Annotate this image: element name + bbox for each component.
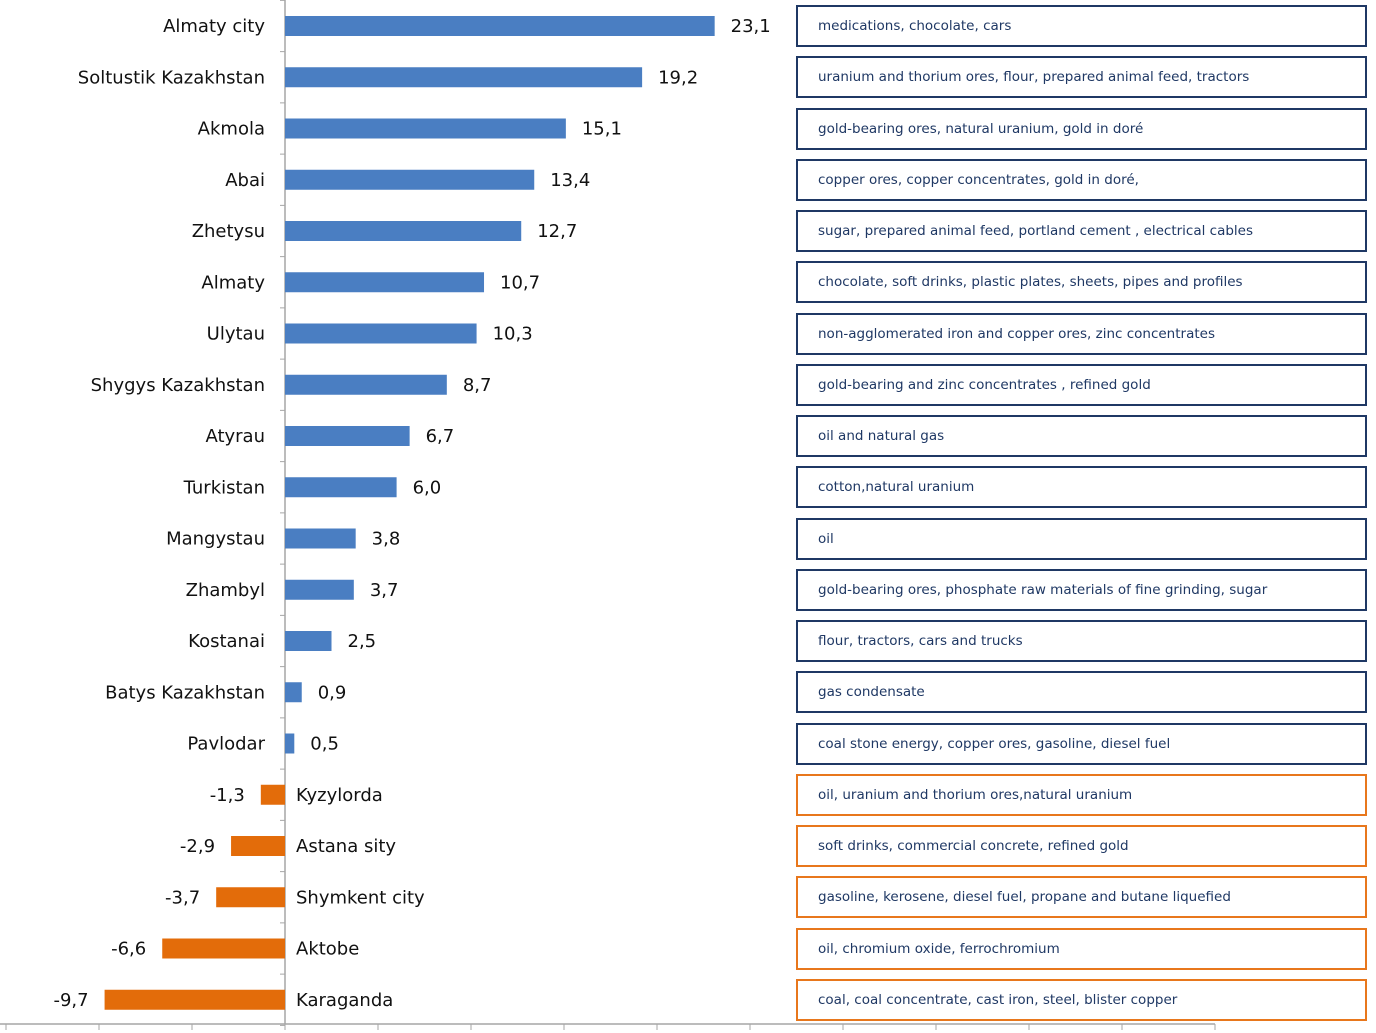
value-label-1: 19,2 (658, 67, 698, 88)
region-label-16: Astana sity (296, 836, 396, 857)
region-label-2: Akmola (198, 119, 265, 140)
region-label-3: Abai (225, 170, 265, 191)
region-label-18: Aktobe (296, 939, 359, 960)
bar-2 (285, 118, 566, 139)
bar-18 (162, 938, 285, 959)
value-label-14: 0,5 (310, 734, 339, 755)
bar-0 (285, 16, 715, 36)
region-label-4: Zhetysu (192, 221, 265, 242)
bar-19 (104, 989, 285, 1010)
bar-3 (285, 169, 535, 190)
bar-6 (285, 323, 477, 344)
region-label-8: Atyrau (205, 426, 265, 447)
region-label-12: Kostanai (188, 631, 265, 652)
region-label-19: Karaganda (296, 990, 393, 1011)
bar-9 (285, 477, 397, 498)
bar-7 (285, 374, 447, 395)
region-label-0: Almaty city (163, 16, 265, 37)
bar-4 (285, 221, 522, 241)
region-label-1: Soltustik Kazakhstan (78, 67, 265, 88)
value-label-10: 3,8 (372, 529, 401, 550)
value-label-18: -6,6 (111, 939, 146, 960)
value-label-17: -3,7 (165, 887, 200, 908)
value-label-0: 23,1 (731, 16, 771, 37)
value-label-15: -1,3 (210, 785, 245, 806)
region-label-11: Zhambyl (186, 580, 265, 601)
bar-13 (285, 682, 302, 703)
region-label-10: Mangystau (166, 529, 265, 550)
bar-8 (285, 426, 410, 446)
region-label-5: Almaty (201, 272, 265, 293)
value-label-2: 15,1 (582, 119, 622, 140)
value-label-4: 12,7 (537, 221, 577, 242)
bar-15 (260, 784, 285, 805)
bar-10 (285, 528, 356, 549)
value-label-19: -9,7 (53, 990, 88, 1011)
region-label-9: Turkistan (183, 477, 265, 498)
value-label-9: 6,0 (413, 477, 442, 498)
value-label-16: -2,9 (180, 836, 215, 857)
value-label-8: 6,7 (426, 426, 455, 447)
value-label-5: 10,7 (500, 272, 540, 293)
bar-5 (285, 272, 485, 293)
value-label-3: 13,4 (550, 170, 590, 191)
bar-1 (285, 67, 643, 88)
region-label-7: Shygys Kazakhstan (91, 375, 265, 396)
value-label-13: 0,9 (318, 682, 347, 703)
bar-12 (285, 631, 332, 651)
region-label-15: Kyzylorda (296, 785, 383, 806)
region-label-6: Ulytau (207, 324, 265, 345)
value-label-12: 2,5 (348, 631, 377, 652)
value-label-11: 3,7 (370, 580, 399, 601)
region-label-17: Shymkent city (296, 887, 425, 908)
bar-17 (216, 887, 285, 908)
bar-14 (285, 733, 295, 754)
bar-16 (231, 836, 285, 856)
region-label-13: Batys Kazakhstan (105, 682, 265, 703)
value-label-6: 10,3 (493, 324, 533, 345)
bar-11 (285, 579, 354, 600)
region-label-14: Pavlodar (187, 734, 265, 755)
value-label-7: 8,7 (463, 375, 492, 396)
